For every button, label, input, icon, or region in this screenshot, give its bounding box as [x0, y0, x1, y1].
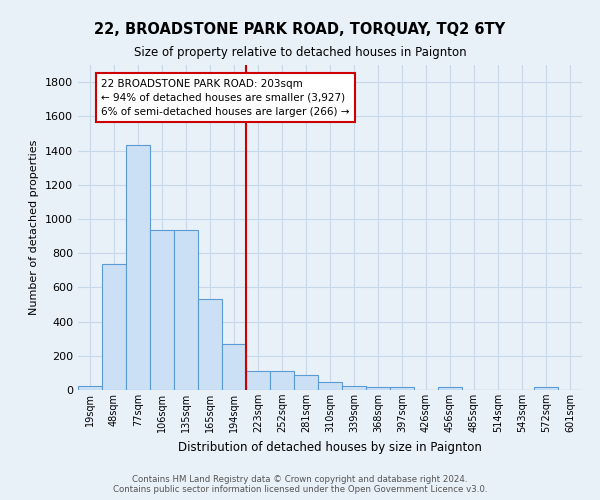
Bar — [318, 382, 342, 390]
Bar — [174, 230, 198, 390]
Text: Size of property relative to detached houses in Paignton: Size of property relative to detached ho… — [134, 46, 466, 59]
Bar — [126, 146, 150, 390]
Text: 22, BROADSTONE PARK ROAD, TORQUAY, TQ2 6TY: 22, BROADSTONE PARK ROAD, TORQUAY, TQ2 6… — [94, 22, 506, 38]
Bar — [246, 371, 270, 390]
Text: 22 BROADSTONE PARK ROAD: 203sqm
← 94% of detached houses are smaller (3,927)
6% : 22 BROADSTONE PARK ROAD: 203sqm ← 94% of… — [101, 78, 349, 116]
Text: Contains HM Land Registry data © Crown copyright and database right 2024.: Contains HM Land Registry data © Crown c… — [132, 475, 468, 484]
Bar — [270, 371, 294, 390]
Y-axis label: Number of detached properties: Number of detached properties — [29, 140, 40, 315]
Bar — [342, 386, 366, 390]
Bar — [78, 386, 102, 390]
Bar — [102, 264, 126, 390]
Bar — [366, 388, 390, 390]
Bar — [294, 374, 318, 390]
Bar — [222, 344, 246, 390]
Text: Contains public sector information licensed under the Open Government Licence v3: Contains public sector information licen… — [113, 485, 487, 494]
Bar — [198, 300, 222, 390]
Bar — [390, 388, 414, 390]
Bar — [438, 388, 462, 390]
X-axis label: Distribution of detached houses by size in Paignton: Distribution of detached houses by size … — [178, 440, 482, 454]
Bar — [534, 388, 558, 390]
Bar — [150, 230, 174, 390]
